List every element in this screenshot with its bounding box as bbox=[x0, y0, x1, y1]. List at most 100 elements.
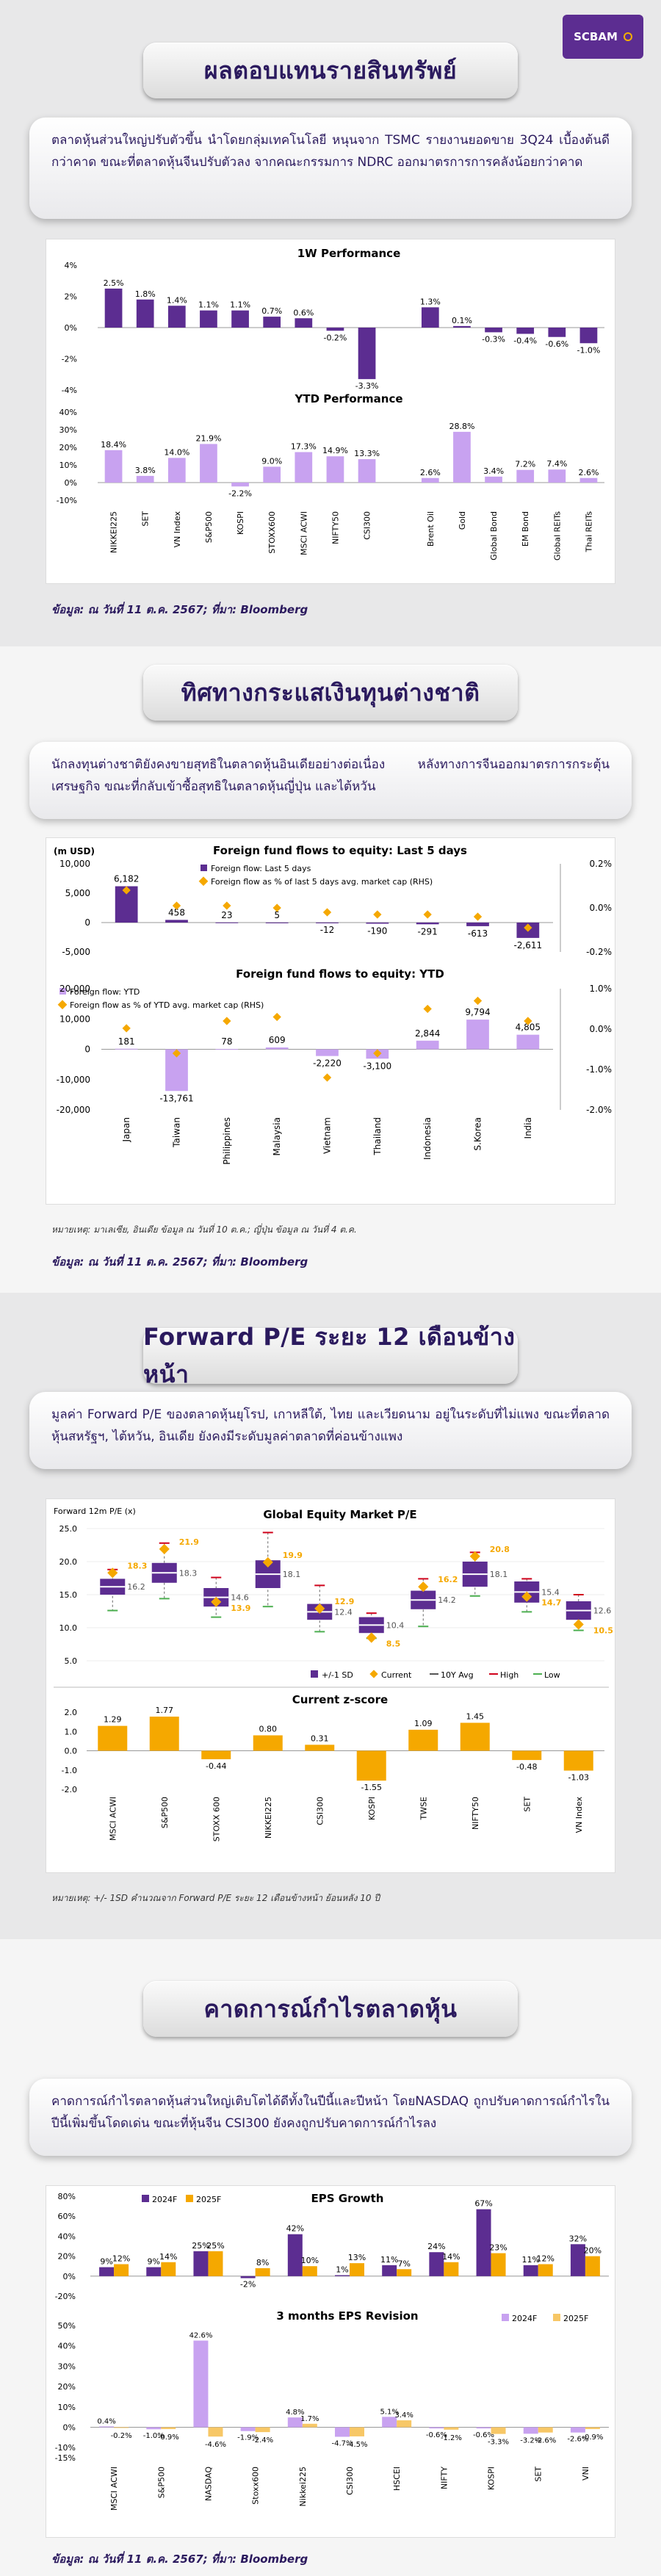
chart-title-2: YTD Performance bbox=[294, 392, 402, 405]
data-label: 2.5% bbox=[104, 278, 124, 288]
zscore-bar bbox=[305, 1745, 335, 1751]
legend-swatch bbox=[142, 2195, 149, 2202]
current-label: 21.9 bbox=[179, 1537, 199, 1547]
data-label: 21.9% bbox=[195, 433, 221, 443]
zscore-bar bbox=[98, 1725, 128, 1751]
x-tick-label: Malaysia bbox=[272, 1117, 282, 1155]
data-label: 2.6% bbox=[420, 468, 441, 477]
data-label: 17.3% bbox=[291, 441, 317, 451]
x-tick-label: NASDAQ bbox=[203, 2467, 213, 2501]
rhs-tick-label: -2.0% bbox=[586, 1105, 612, 1115]
bar-1w bbox=[548, 328, 566, 337]
current-label: 10.5 bbox=[593, 1626, 613, 1636]
data-label: 9% bbox=[148, 2257, 160, 2267]
avg-label: 12.4 bbox=[334, 1607, 353, 1617]
y-tick-label: 50% bbox=[58, 2321, 76, 2331]
x-tick-label: VNI bbox=[581, 2467, 590, 2481]
eps-revision-bar bbox=[585, 2427, 600, 2429]
y-tick-label: -2% bbox=[62, 355, 77, 364]
legend-text: Foreign flow as % of last 5 days avg. ma… bbox=[211, 877, 433, 887]
data-label: -291 bbox=[418, 926, 438, 937]
y-tick-label: 40% bbox=[59, 408, 77, 417]
bar-ytd bbox=[466, 1020, 489, 1050]
y-tick-label: 20.0 bbox=[59, 1557, 78, 1567]
x-tick-label: SET bbox=[522, 1797, 532, 1812]
eps-growth-bar bbox=[538, 2264, 553, 2276]
legend-text: 2025F bbox=[196, 2195, 221, 2204]
data-label: 7% bbox=[397, 2259, 410, 2268]
scbam-logo: SCBAM bbox=[563, 15, 643, 59]
chart-title: Foreign fund flows to equity: Last 5 day… bbox=[213, 844, 467, 857]
data-label: 0.1% bbox=[452, 316, 472, 325]
y-tick-label: -20% bbox=[55, 2292, 76, 2301]
data-label: -2.6% bbox=[535, 2437, 556, 2445]
bar-ytd bbox=[115, 1048, 138, 1050]
data-label: 32% bbox=[569, 2234, 587, 2243]
legend-swatch bbox=[198, 876, 209, 887]
x-tick-label: EM Bond bbox=[521, 511, 530, 546]
data-label: 12% bbox=[537, 2254, 555, 2263]
y-tick-label: 0% bbox=[63, 2422, 76, 2432]
data-label: -0.48 bbox=[516, 1762, 537, 1772]
bar-ytd bbox=[516, 469, 535, 483]
data-label: -1.9% bbox=[237, 2434, 259, 2442]
eps-growth-bar bbox=[523, 2265, 538, 2276]
data-label: 18.4% bbox=[101, 440, 126, 450]
y-tick-label: 0% bbox=[65, 323, 77, 333]
data-label: -190 bbox=[367, 926, 387, 937]
y-tick-label: -15% bbox=[55, 2453, 76, 2463]
bar-1w bbox=[263, 317, 281, 328]
data-label: -2% bbox=[240, 2280, 256, 2290]
data-label: 1.29 bbox=[104, 1715, 122, 1725]
data-label: -1.2% bbox=[441, 2434, 462, 2442]
data-label: 23 bbox=[221, 910, 232, 920]
bar-1w bbox=[295, 318, 313, 328]
data-label: 1.09 bbox=[414, 1719, 433, 1728]
y-tick-label: -1.0 bbox=[62, 1766, 77, 1775]
zscore-bar bbox=[408, 1729, 438, 1751]
data-label: 609 bbox=[269, 1035, 286, 1045]
y-tick-label: -20,000 bbox=[57, 1105, 90, 1115]
data-label: 2,844 bbox=[415, 1028, 440, 1039]
eps-revision-bar bbox=[208, 2427, 223, 2437]
eps-revision-bar bbox=[397, 2420, 412, 2428]
data-label: 1.1% bbox=[198, 300, 219, 310]
zscore-bar bbox=[149, 1717, 179, 1751]
bar-1w bbox=[200, 310, 217, 328]
eps-revision-bar bbox=[350, 2427, 364, 2436]
pct-marker bbox=[172, 1049, 181, 1058]
bar-ytd bbox=[295, 452, 313, 483]
bar-ytd bbox=[104, 450, 123, 483]
legend-swatch bbox=[186, 2195, 193, 2202]
section-title: ทิศทางกระแสเงินทุนต่างชาติ bbox=[143, 665, 518, 721]
x-tick-label: S&P500 bbox=[204, 511, 214, 543]
x-tick-label: STOXX 600 bbox=[212, 1797, 221, 1841]
data-label: 3.4% bbox=[483, 466, 504, 476]
eps-growth-bar bbox=[570, 2244, 585, 2276]
eps-growth-bar bbox=[429, 2252, 444, 2276]
bar-1w bbox=[485, 328, 502, 333]
y-tick-label: 10,000 bbox=[59, 859, 90, 869]
current-label: 19.9 bbox=[283, 1551, 303, 1560]
data-label: -12 bbox=[320, 925, 335, 935]
eps-revision-bar bbox=[382, 2417, 397, 2428]
eps-growth-bar bbox=[114, 2264, 129, 2276]
data-label: -13,761 bbox=[159, 1093, 193, 1103]
avg-label: 14.2 bbox=[438, 1595, 456, 1605]
eps-revision-bar bbox=[287, 2417, 303, 2428]
data-label: 9% bbox=[100, 2257, 112, 2267]
legend-swatch bbox=[201, 865, 207, 871]
data-label: 4.8% bbox=[286, 2409, 304, 2417]
legend-swatch bbox=[57, 1000, 68, 1010]
eps-growth-bar bbox=[397, 2269, 412, 2276]
data-label: 0.4% bbox=[97, 2417, 115, 2425]
data-label: -1.55 bbox=[361, 1783, 382, 1792]
eps-revision-bar bbox=[476, 2427, 491, 2429]
eps-growth-bar bbox=[350, 2263, 364, 2276]
eps-growth-bar bbox=[585, 2256, 600, 2276]
current-label: 20.8 bbox=[490, 1545, 510, 1554]
source-note: ข้อมูล: ณ วันที่ 11 ต.ค. 2567; ที่มา: Bl… bbox=[51, 2552, 308, 2566]
zscore-bar bbox=[201, 1750, 231, 1760]
bar-1w bbox=[231, 310, 249, 328]
y-axis-label: Forward 12m P/E (x) bbox=[54, 1507, 136, 1516]
